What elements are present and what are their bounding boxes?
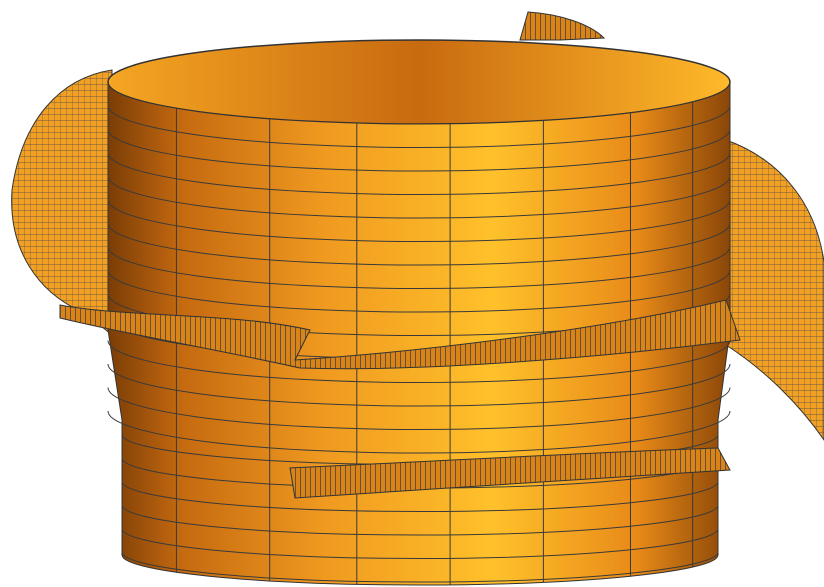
top-ribbon	[519, 11, 606, 41]
cylinder-interior	[107, 39, 731, 125]
ring-line	[121, 481, 719, 512]
right-ribbon	[725, 139, 824, 441]
ring-line	[121, 504, 719, 536]
ring-line	[121, 551, 719, 583]
ring-line	[121, 528, 719, 559]
lower-band	[289, 447, 731, 499]
upper-band	[59, 299, 741, 370]
